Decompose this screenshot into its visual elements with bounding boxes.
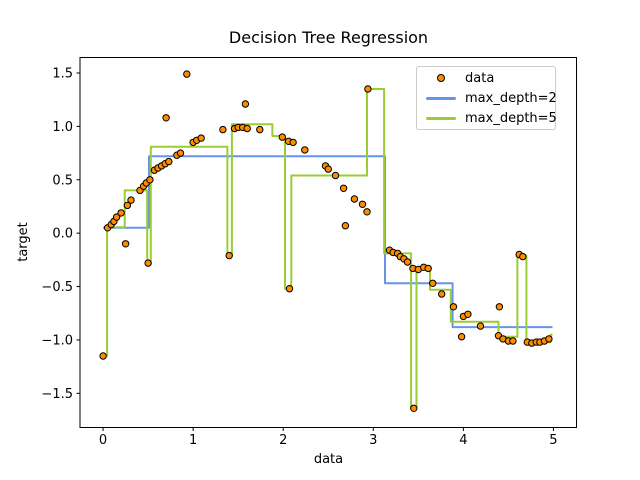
axes-frame — [79, 57, 577, 428]
scatter-point — [509, 337, 517, 345]
legend-swatch-area — [417, 74, 465, 82]
scatter-point — [464, 310, 472, 318]
scatter-point — [225, 251, 233, 260]
scatter-point — [176, 149, 185, 157]
scatter-point — [429, 279, 437, 287]
depth2-line-icon — [426, 96, 456, 100]
legend-item-max-depth-5: max_depth=5 — [417, 108, 557, 128]
scatter-point — [457, 333, 466, 341]
scatter-point — [256, 125, 264, 134]
y-tick-label: 0.5 — [52, 173, 73, 188]
scatter-point — [144, 259, 152, 267]
y-tick-label: −0.5 — [41, 280, 73, 295]
x-tick-label: 0 — [99, 433, 107, 448]
scatter-point — [350, 195, 359, 203]
scatter-point — [403, 258, 412, 266]
y-tick-label: −1.0 — [41, 333, 73, 348]
scatter-point — [363, 208, 371, 216]
legend: data max_depth=2 max_depth=5 — [416, 66, 557, 130]
x-tick-label: 4 — [459, 433, 467, 448]
scatter-point — [197, 134, 205, 142]
scatter-point — [331, 171, 340, 180]
x-tick-label: 5 — [549, 433, 557, 448]
legend-label-data: data — [465, 70, 495, 86]
scatter-point — [99, 352, 107, 360]
scatter-point — [146, 176, 154, 184]
y-tick-label: −1.5 — [41, 387, 73, 402]
scatter-point — [519, 252, 527, 261]
scatter-point — [121, 240, 130, 248]
scatter-point — [127, 196, 135, 204]
x-tick-label: 1 — [189, 433, 197, 448]
depth5-line-icon — [426, 116, 456, 120]
chart-title: Decision Tree Regression — [228, 28, 429, 47]
scatter-point — [112, 213, 121, 221]
x-tick-label: 2 — [279, 433, 287, 448]
scatter-point — [289, 138, 297, 147]
scatter-point — [324, 165, 332, 173]
scatter-point — [339, 184, 348, 193]
scatter-point — [424, 264, 432, 273]
legend-label-max-depth-2: max_depth=2 — [465, 90, 557, 106]
scatter-point — [545, 335, 553, 343]
max-depth-2-line — [103, 155, 553, 329]
x-tick-label: 3 — [369, 433, 377, 448]
scatter-point — [219, 125, 227, 134]
scatter-point — [278, 133, 286, 141]
scatter-point — [449, 303, 458, 311]
scatter-point — [495, 303, 504, 311]
scatter-point — [241, 100, 250, 108]
scatter-point — [123, 201, 132, 210]
y-tick-label: 0.0 — [52, 227, 73, 242]
legend-swatch-area — [417, 96, 465, 100]
scatter-point — [358, 200, 367, 209]
scatter-point — [243, 124, 251, 133]
legend-item-data: data — [417, 68, 555, 88]
scatter-point — [364, 85, 372, 93]
scatter-point — [162, 114, 170, 122]
data-marker-icon — [437, 74, 445, 82]
legend-item-max-depth-2: max_depth=2 — [417, 88, 557, 108]
scatter-point — [285, 285, 294, 293]
y-tick-label: 1.0 — [52, 120, 73, 135]
scatter-point — [165, 157, 173, 166]
scatter-point — [341, 222, 350, 230]
y-tick-label: 1.5 — [52, 66, 73, 81]
scatter-point — [476, 322, 485, 330]
scatter-point — [410, 404, 418, 412]
max-depth-5-line — [103, 88, 553, 410]
scatter-point — [438, 290, 446, 298]
legend-swatch-area — [417, 116, 465, 120]
legend-label-max-depth-5: max_depth=5 — [465, 110, 557, 126]
scatter-point — [117, 209, 125, 217]
scatter-point — [183, 70, 191, 78]
x-axis-label: data — [313, 452, 344, 467]
scatter-point — [301, 146, 309, 154]
